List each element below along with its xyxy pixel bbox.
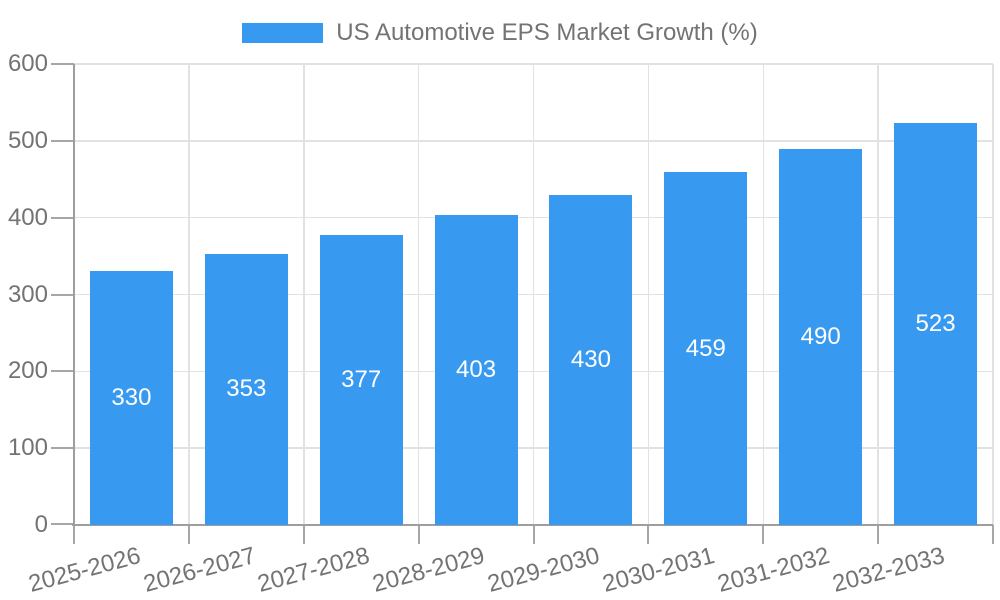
- y-axis-tick: [51, 523, 74, 525]
- x-axis-tick: [187, 525, 190, 544]
- y-axis-tick: [51, 370, 74, 373]
- gridline-vertical: [532, 64, 535, 525]
- bar[interactable]: 377: [319, 235, 403, 525]
- gridline-vertical: [877, 64, 879, 525]
- x-axis-tick: [73, 525, 75, 544]
- bar-value-label: 377: [341, 366, 382, 394]
- x-axis-category-label: 2028-2029: [369, 542, 488, 598]
- x-axis-line: [72, 523, 993, 526]
- y-axis-tick: [51, 216, 74, 219]
- x-axis-category-label: 2031-2032: [714, 542, 833, 598]
- bar[interactable]: 430: [549, 194, 633, 525]
- x-axis-category-label: 2030-2031: [599, 542, 718, 598]
- gridline-vertical: [188, 64, 190, 525]
- x-axis-tick: [877, 525, 880, 544]
- bar-value-label: 490: [800, 322, 841, 350]
- bar-value-label: 459: [685, 334, 726, 362]
- legend-item[interactable]: US Automotive EPS Market Growth (%): [242, 18, 758, 47]
- x-axis-tick: [302, 525, 305, 544]
- bar[interactable]: 523: [894, 123, 978, 525]
- y-axis-tick: [51, 447, 74, 450]
- y-axis-tick-label: 400: [7, 203, 48, 231]
- gridline-vertical: [303, 64, 305, 525]
- x-axis-tick: [992, 525, 994, 544]
- gridline-vertical: [417, 64, 420, 525]
- y-axis-tick-label: 200: [7, 357, 48, 385]
- x-axis-category-label: 2025-2026: [25, 542, 144, 598]
- plot-area: 0 100 200 300 400 500 600 330 353 377 403 430 459 490…: [8, 50, 994, 598]
- bar-value-label: 330: [111, 384, 152, 412]
- bar[interactable]: 403: [434, 215, 518, 525]
- y-axis-tick-label: 600: [7, 50, 48, 77]
- x-axis-category-label: 2032-2033: [829, 542, 948, 598]
- x-axis-category-label: 2029-2030: [484, 542, 603, 598]
- x-axis-category-label: 2026-2027: [140, 542, 259, 598]
- bar-value-label: 353: [226, 375, 267, 403]
- y-axis-tick-label: 300: [7, 280, 48, 308]
- y-axis-line: [73, 64, 75, 525]
- gridline-vertical: [992, 64, 994, 525]
- x-axis-tick: [762, 525, 765, 544]
- legend: US Automotive EPS Market Growth (%): [0, 5, 1000, 60]
- bar-value-label: 523: [915, 310, 956, 338]
- bar[interactable]: 459: [664, 172, 748, 525]
- y-axis-tick: [51, 139, 74, 142]
- bar-value-label: 430: [570, 345, 611, 373]
- legend-swatch: [242, 22, 324, 43]
- bar[interactable]: 330: [89, 271, 173, 525]
- x-axis-tick: [532, 525, 535, 544]
- x-axis-tick: [647, 525, 650, 544]
- legend-label: US Automotive EPS Market Growth (%): [336, 18, 758, 46]
- y-axis-tick: [51, 63, 74, 65]
- y-axis-tick: [51, 293, 74, 296]
- x-axis-category-label: 2027-2028: [255, 542, 373, 598]
- y-axis-tick-label: 0: [34, 511, 48, 538]
- y-axis-tick-label: 100: [7, 434, 48, 462]
- bar[interactable]: 490: [779, 148, 863, 525]
- gridline-vertical: [762, 64, 764, 525]
- bar[interactable]: 353: [204, 253, 288, 525]
- x-axis-tick: [417, 525, 420, 544]
- gridline-vertical: [647, 64, 650, 525]
- y-axis-tick-label: 500: [7, 126, 48, 154]
- bar-value-label: 403: [456, 356, 497, 384]
